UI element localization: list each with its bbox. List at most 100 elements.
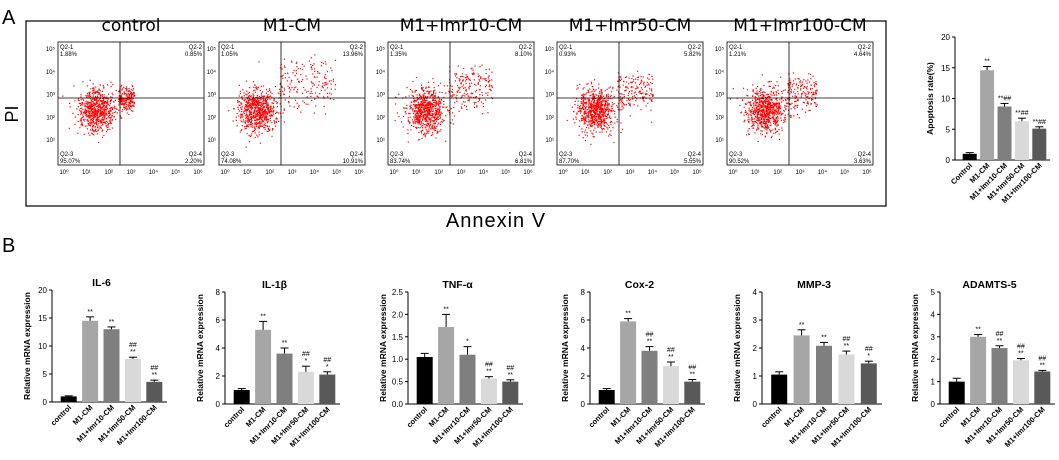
flow-dot (90, 114, 92, 116)
flow-dot (770, 93, 772, 95)
flow-dot (87, 122, 89, 125)
flow-dot (110, 110, 112, 112)
flow-dot (256, 109, 258, 112)
flow-dot (775, 102, 778, 104)
flow-dot (247, 126, 249, 128)
flow-dot (590, 104, 592, 106)
flow-dot (760, 115, 762, 117)
flow-dot (632, 98, 634, 100)
flow-x-tick-label: 10⁴ (479, 169, 489, 176)
flow-dot (92, 129, 94, 131)
flow-dot (434, 129, 436, 131)
flow-dot (254, 84, 256, 86)
quadrant-q2-label: Q2-2 (350, 45, 364, 51)
flow-dot (602, 108, 604, 110)
flow-dot (640, 82, 642, 84)
flow-dot (82, 81, 84, 83)
flow-dot (787, 102, 789, 105)
flow-dot (809, 109, 811, 111)
flow-dot (420, 112, 422, 114)
flow-dot (803, 102, 806, 104)
flow-dot (101, 107, 103, 109)
flow-dot (420, 113, 423, 115)
flow-dot (751, 116, 753, 118)
flow-dot (243, 110, 246, 112)
flow-dot (767, 118, 769, 120)
flow-dot (482, 78, 484, 80)
flow-dot (246, 102, 249, 104)
flow-dot (310, 91, 312, 93)
flow-dot (576, 113, 578, 115)
flow-dot (82, 109, 84, 111)
flow-dot (744, 103, 746, 105)
flow-dot (274, 125, 277, 127)
flow-dot (429, 111, 431, 113)
flow-dot (771, 99, 773, 101)
flow-dot (246, 109, 248, 111)
flow-dot (426, 108, 428, 110)
flow-dot (426, 99, 428, 101)
flow-dot (438, 112, 440, 114)
flow-dot (745, 103, 747, 106)
flow-y-tick-label: 10¹ (207, 138, 216, 144)
flow-dot (428, 103, 431, 105)
flow-dot (771, 106, 773, 109)
flow-dot (434, 89, 436, 91)
flow-dot (107, 102, 109, 104)
flow-dot (254, 132, 256, 134)
flow-dot (100, 113, 102, 115)
flow-dot (770, 112, 772, 114)
flow-dot (595, 108, 597, 110)
flow-plot-title: M1-CM (263, 16, 321, 36)
flow-dot (252, 130, 254, 132)
flow-dot (597, 120, 600, 122)
flow-dot (113, 111, 115, 114)
flow-dot (249, 116, 251, 118)
flow-dot (123, 108, 125, 110)
flow-dot (107, 124, 109, 126)
flow-dot (246, 100, 248, 102)
flow-dot (596, 124, 598, 126)
flow-dot (253, 86, 255, 88)
flow-dot (801, 108, 803, 110)
flow-dot (100, 95, 102, 97)
flow-dot (115, 90, 117, 92)
flow-dot (768, 116, 770, 118)
flow-dot (125, 109, 127, 111)
flow-dot (769, 85, 771, 88)
flow-dot (796, 113, 799, 116)
flow-dot (769, 122, 771, 124)
flow-dot (268, 130, 270, 132)
flow-dot (257, 114, 259, 116)
flow-dot (104, 113, 106, 115)
flow-dot (241, 98, 244, 100)
flow-dot (429, 101, 431, 103)
flow-dot (258, 110, 260, 112)
flow-y-tick-label: 10⁴ (376, 69, 386, 76)
flow-dot (592, 125, 594, 127)
flow-dot (131, 100, 133, 103)
flow-dot (245, 93, 247, 95)
flow-dot (133, 105, 135, 107)
flow-dot (465, 78, 468, 80)
flow-dot (465, 93, 467, 95)
flow-dot (88, 106, 90, 108)
flow-dot (578, 134, 580, 136)
flow-dot (414, 110, 416, 113)
flow-dot (99, 90, 101, 92)
flow-dot (784, 117, 786, 119)
flow-dot (267, 113, 269, 115)
flow-dot (638, 91, 640, 93)
flow-dot (593, 105, 595, 107)
flow-dot (795, 84, 797, 86)
flow-dot (754, 115, 757, 118)
flow-dot (755, 119, 758, 121)
bar (838, 354, 855, 404)
flow-dot (607, 113, 610, 115)
flow-dot (299, 68, 301, 70)
flow-dot (291, 61, 293, 63)
flow-dot (133, 93, 135, 95)
flow-dot (621, 106, 623, 108)
quadrant-q3-label: Q2-3 (221, 152, 235, 158)
flow-dot (424, 110, 426, 112)
